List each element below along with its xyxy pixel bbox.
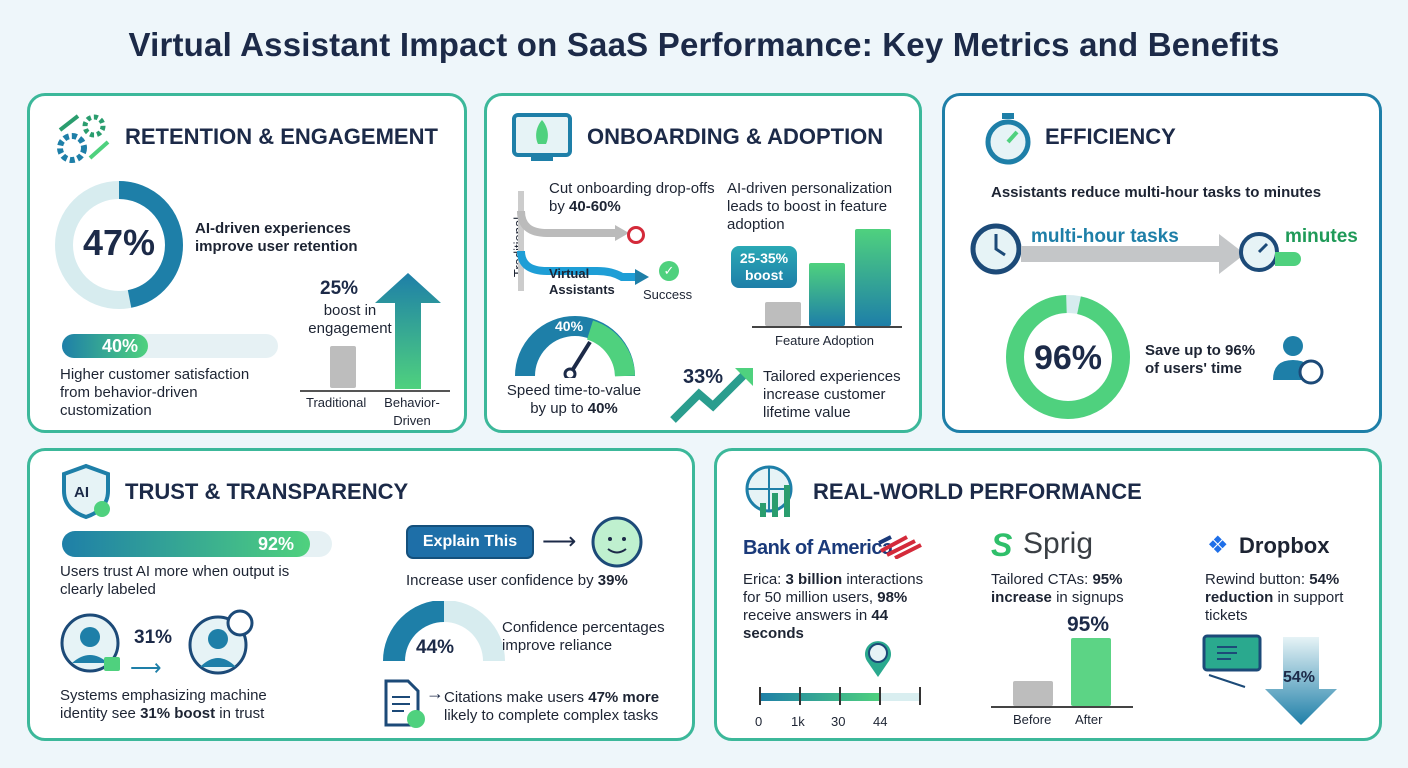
engagement-value: 25% — [320, 278, 359, 299]
dropbox-logo: Dropbox — [1239, 533, 1330, 558]
tick-1k: 1k — [791, 714, 805, 729]
dropbox-text: Rewind button: 54% reduction in support … — [1205, 571, 1344, 624]
dropbox-value: 54% — [1283, 669, 1316, 686]
retention-ring-text: AI-driven experiences improve user reten… — [195, 220, 358, 255]
sprig-value: 95% — [1067, 613, 1110, 636]
engagement-text: boost in engagement — [308, 302, 392, 337]
retention-ring — [55, 181, 183, 309]
tick-44: 44 — [873, 714, 888, 729]
explain-this-button[interactable]: Explain This — [406, 525, 534, 559]
svg-text:AI: AI — [74, 484, 89, 501]
trust-panel: AI TRUST & TRANSPARENCY 92% Users trust … — [27, 448, 695, 741]
dropbox-icon: ❖ — [1207, 532, 1229, 559]
trust-heading: TRUST & TRANSPARENCY — [125, 479, 409, 504]
sprig-cat-before: Before — [1013, 712, 1052, 727]
gears-arrows-icon — [57, 114, 110, 163]
adoption-bar-1 — [765, 302, 801, 326]
confidence-gauge-value: 44% — [416, 637, 455, 658]
satisfaction-value: 40% — [102, 336, 139, 356]
engagement-arrow-behavior — [375, 273, 441, 389]
ticket-icon — [1202, 634, 1262, 688]
personalization-text: AI-driven personalization leads to boost… — [727, 180, 893, 233]
tick-30: 30 — [831, 714, 846, 729]
identity-value: 31% — [134, 627, 173, 648]
adoption-bar-3 — [855, 229, 891, 326]
success-check-icon: ✓ — [659, 261, 679, 281]
blocked-icon — [627, 226, 645, 244]
efficiency-panel: EFFICIENCY Assistants reduce multi-hour … — [942, 93, 1382, 433]
confidence-text: Increase user confidence by 39% — [406, 572, 628, 589]
ltv-value: 33% — [683, 366, 724, 388]
cat-behavior: Behavior-Driven — [384, 395, 440, 428]
gauge-text: Speed time-to-value by up to 40% — [506, 382, 642, 417]
boa-flag-icon — [878, 535, 922, 559]
document-check-icon — [384, 679, 425, 728]
trend-up-arrow-icon — [670, 368, 753, 423]
feature-adoption-label: Feature Adoption — [775, 333, 875, 348]
time-reduction-arrow — [1021, 246, 1221, 262]
globe-chart-icon — [745, 465, 793, 517]
efficiency-ring — [1006, 295, 1130, 419]
bank-of-america-logo: Bank of America — [743, 537, 893, 559]
efficiency-heading: EFFICIENCY — [1045, 124, 1176, 149]
efficiency-ring-value: 96% — [1033, 339, 1103, 377]
happy-user-icon — [591, 516, 643, 568]
cat-traditional: Traditional — [306, 395, 367, 410]
confidence-gauge — [383, 601, 505, 662]
sprig-cat-after: After — [1075, 712, 1103, 727]
stopwatch-icon — [985, 113, 1031, 165]
retention-ring-value: 47% — [82, 222, 156, 263]
dropoff-text: Cut onboarding drop-offs by 40-60% — [549, 180, 715, 215]
trust-bar-text: Users trust AI more when output is clear… — [60, 563, 290, 598]
from-label: multi-hour tasks — [1031, 226, 1179, 247]
trust-bar — [62, 531, 332, 557]
user-lock-icon — [60, 613, 120, 673]
page-title: Virtual Assistant Impact on SaaS Perform… — [128, 26, 1280, 63]
sprig-logo: Sprig — [1023, 527, 1094, 560]
user-clock-icon — [1273, 336, 1324, 385]
onboarding-panel: ONBOARDING & ADOPTION Cut onboarding dro… — [484, 93, 922, 433]
small-stopwatch-icon — [1239, 232, 1279, 272]
satisfaction-text: Higher customer satisfaction from behavi… — [60, 366, 250, 419]
to-label: minutes — [1285, 226, 1358, 247]
gauge-value: 40% — [555, 318, 584, 334]
adoption-bar-2 — [809, 263, 845, 326]
ai-avatar-icon — [188, 609, 254, 675]
rocket-screen-icon — [512, 113, 572, 161]
clock-icon — [970, 223, 1022, 275]
efficiency-subtitle: Assistants reduce multi-hour tasks to mi… — [991, 184, 1322, 201]
sprig-text: Tailored CTAs: 95% increase in signups — [991, 571, 1124, 606]
success-label: Success — [643, 287, 693, 302]
boa-text: Erica: 3 billion interactions for 50 mil… — [743, 571, 924, 642]
reduction-arrow — [1265, 637, 1337, 725]
gauge-40 — [515, 316, 635, 378]
identity-text: Systems emphasizing machine identity see… — [60, 687, 267, 722]
sprig-s-icon: S — [991, 527, 1013, 563]
realworld-heading: REAL-WORLD PERFORMANCE — [813, 479, 1142, 504]
efficiency-ring-text: Save up to 96% of users' time — [1145, 342, 1256, 377]
clock-pin-icon — [865, 641, 891, 677]
citations-text: Citations make users 47% more likely to … — [444, 689, 660, 724]
boost-bubble: 25-35% boost — [731, 246, 797, 288]
ltv-text: Tailored experiences increase customer l… — [763, 368, 901, 421]
funnel-paths — [517, 191, 649, 291]
ai-shield-icon: AI — [62, 463, 110, 519]
sprig-bar-before — [1013, 681, 1053, 706]
tick-0: 0 — [755, 714, 763, 729]
satisfaction-bar — [62, 334, 278, 358]
explain-arrow: ⟶ — [542, 528, 577, 555]
confidence-gauge-text: Confidence percentages improve reliance — [502, 619, 665, 654]
retention-panel: RETENTION & ENGAGEMENT 47% AI-driven exp… — [27, 93, 467, 433]
identity-arrow: ⟶ — [130, 655, 162, 680]
realworld-panel: REAL-WORLD PERFORMANCE Bank of America E… — [714, 448, 1382, 741]
virtual-label: Virtual Assistants — [549, 266, 615, 297]
trust-bar-value: 92% — [258, 534, 295, 554]
engagement-bar-traditional — [330, 346, 356, 388]
retention-heading: RETENTION & ENGAGEMENT — [125, 124, 438, 149]
sprig-bar-after — [1071, 638, 1111, 706]
onboarding-heading: ONBOARDING & ADOPTION — [587, 124, 884, 149]
